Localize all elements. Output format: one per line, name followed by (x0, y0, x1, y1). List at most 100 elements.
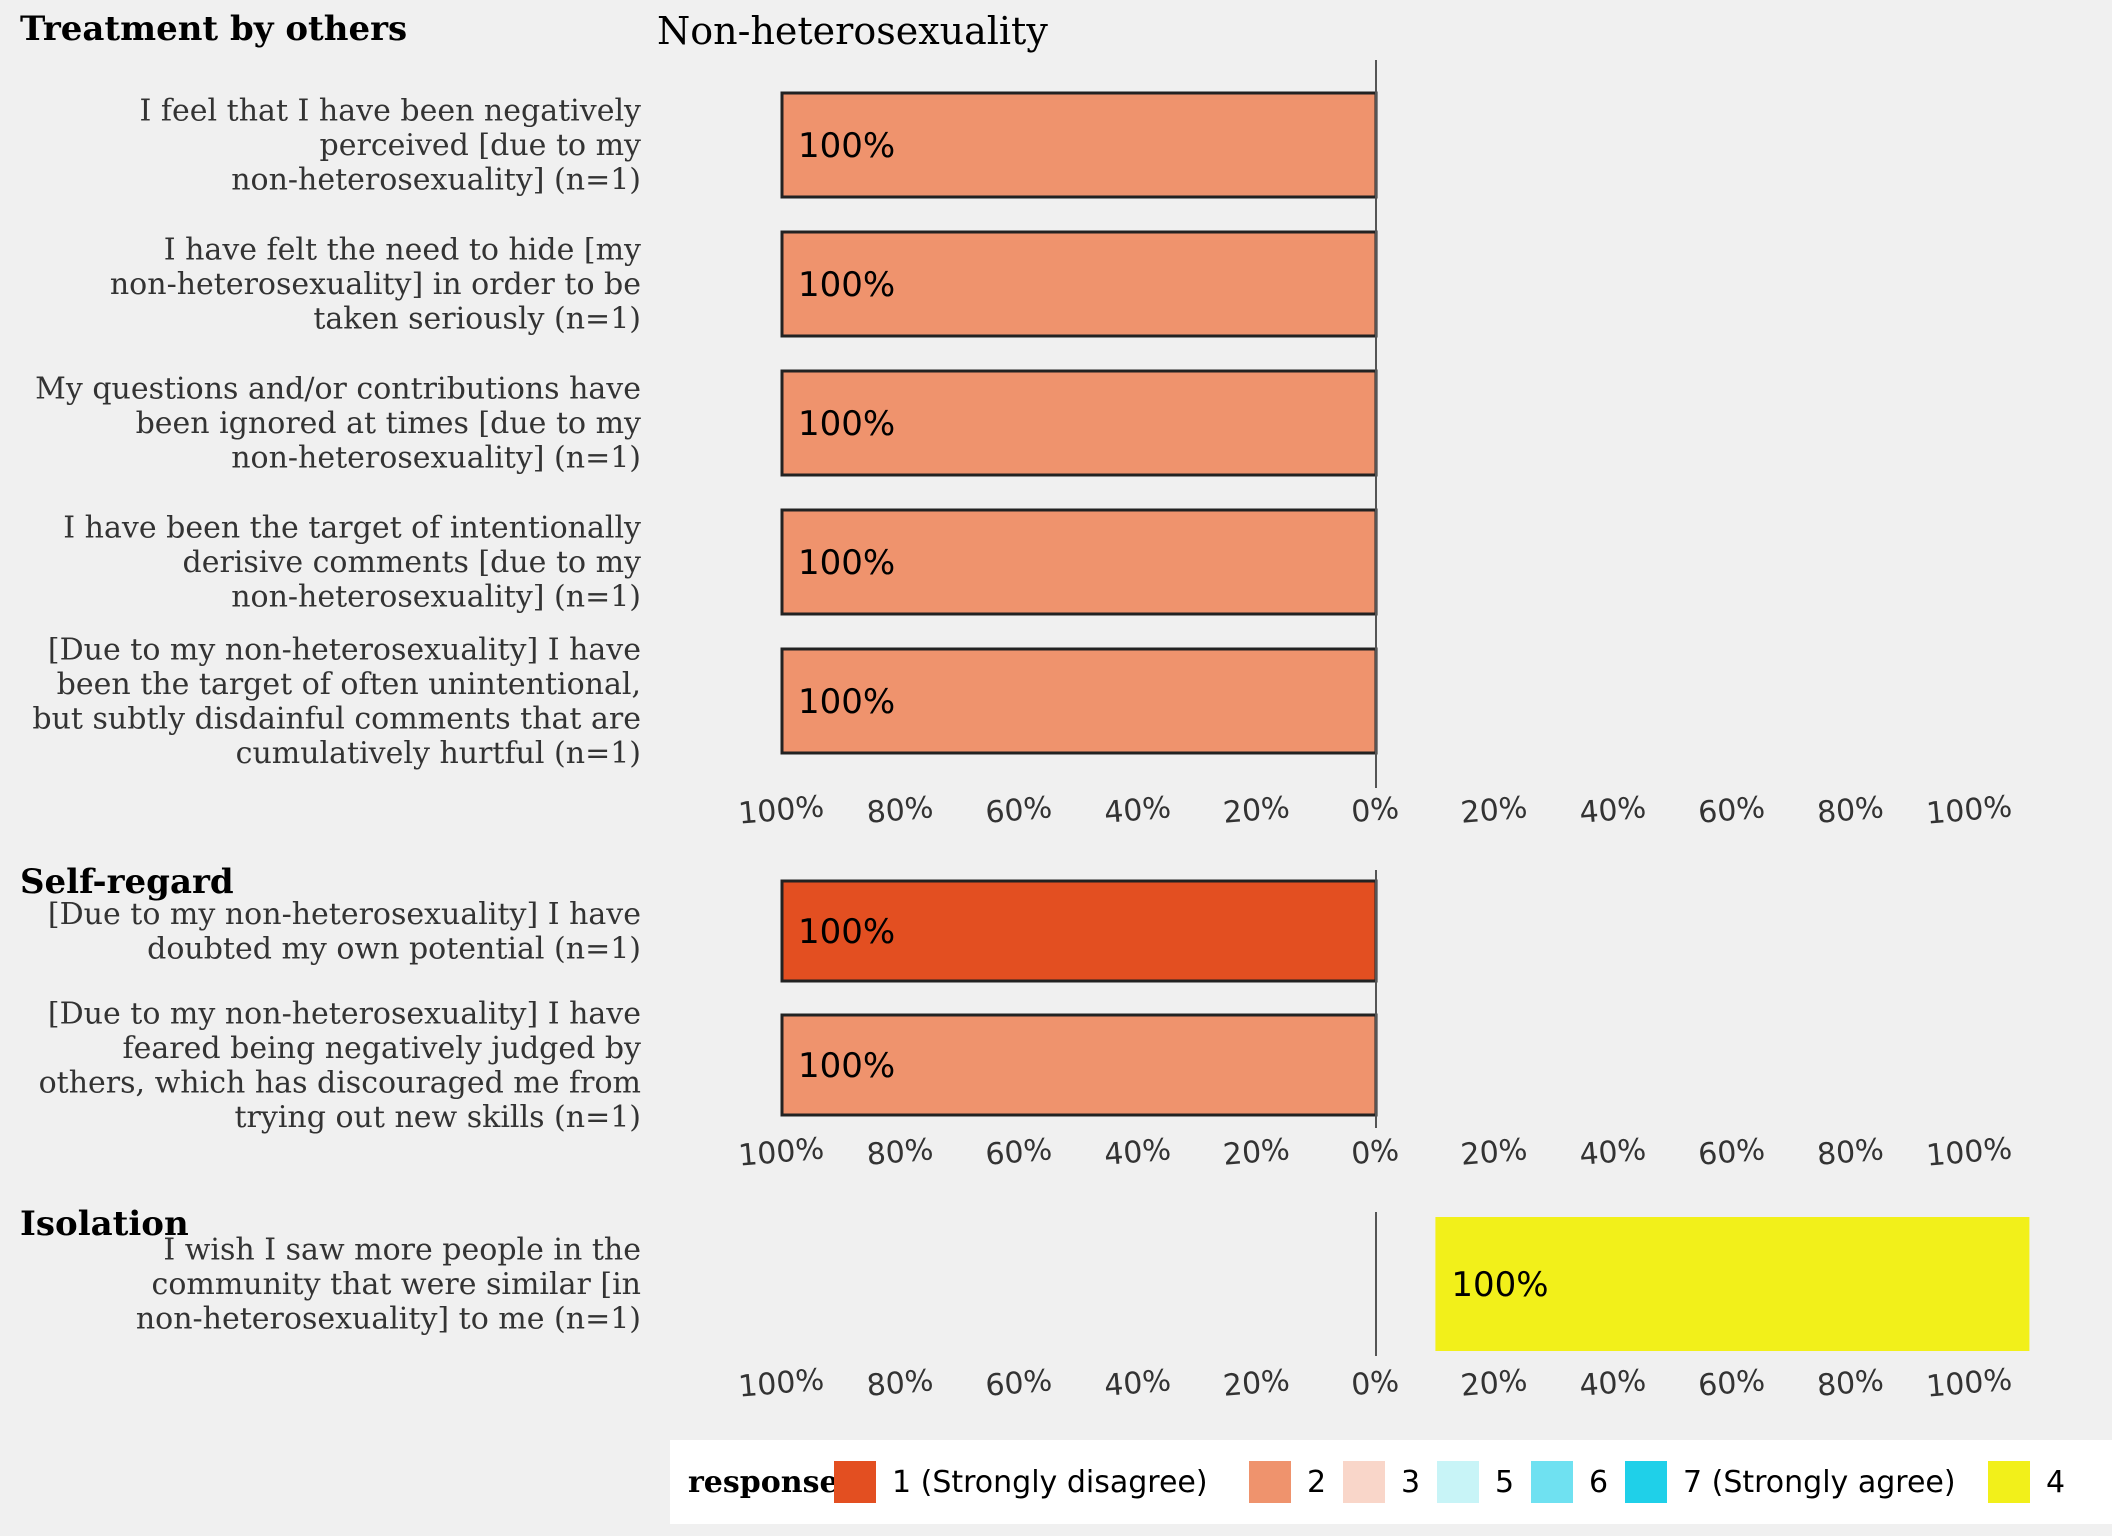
item-label-line: non-heterosexuality] (n=1) (231, 580, 641, 615)
tick-label: 0% (1350, 1364, 1400, 1403)
bar-value-label: 100% (1451, 1265, 1548, 1305)
panel-title: Treatment by others (20, 9, 407, 49)
legend-label: 1 (Strongly disagree) (892, 1465, 1208, 1500)
tick-label: 20% (1459, 790, 1528, 831)
item-label-line: I feel that I have been negatively (140, 94, 641, 129)
legend-box (670, 1440, 2112, 1524)
tick-label: 40% (1103, 790, 1172, 831)
legend: response 1 (Strongly disagree) 2 3 5 6 7 (Stro… (670, 1440, 2112, 1524)
bar-value-label: 100% (798, 543, 895, 583)
legend-key (1343, 1461, 1385, 1503)
item-label-line: I have felt the need to hide [my (164, 233, 641, 268)
legend-title: response (688, 1465, 839, 1500)
tick-label: 20% (1459, 1132, 1528, 1173)
item-label: I wish I saw more people in the community… (136, 1233, 641, 1337)
bar (1435, 1217, 2030, 1351)
legend-key (1988, 1461, 2030, 1503)
tick-label: 60% (1697, 1132, 1766, 1173)
item-label-line: non-heterosexuality] (n=1) (231, 163, 641, 198)
item-label-line: non-heterosexuality] to me (n=1) (136, 1302, 641, 1337)
bar (780, 879, 1378, 983)
legend-key (1249, 1461, 1291, 1503)
item-label-line: [Due to my non-heterosexuality] I have (48, 897, 641, 932)
panel-1: Self-regard 100% [Due to my non-heterosexu… (20, 862, 2013, 1174)
item-label: [Due to my non-heterosexuality] I have be… (32, 632, 641, 771)
tick-label: 60% (1697, 790, 1766, 831)
tick-label: 100% (737, 1362, 826, 1404)
panels: Treatment by others 100% I feel that I hav… (20, 9, 2030, 1405)
tick-label: 100% (737, 1131, 826, 1173)
tick-label: 80% (865, 1132, 934, 1173)
item-label-line: I have been the target of intentionally (63, 511, 641, 546)
item-label-line: I wish I saw more people in the (163, 1233, 641, 1268)
legend-label: 5 (1495, 1465, 1514, 1500)
bar (780, 91, 1378, 199)
tick-label: 80% (865, 1363, 934, 1404)
tick-label: 60% (984, 1132, 1053, 1173)
item-label-line: been the target of often unintentional, (57, 667, 641, 702)
tick-label: 60% (984, 1363, 1053, 1404)
tick-label: 20% (1459, 1363, 1528, 1404)
tick-label: 40% (1578, 790, 1647, 831)
bar (780, 230, 1378, 338)
legend-label: 2 (1307, 1465, 1326, 1500)
bar-value-label: 100% (798, 265, 895, 305)
item-label-line: doubted my own potential (n=1) (147, 931, 641, 966)
item-label-line: but subtly disdainful comments that are (32, 701, 641, 736)
tick-label: 60% (984, 790, 1053, 831)
item-label-line: trying out new skills (n=1) (234, 1100, 641, 1135)
item-label-line: [Due to my non-heterosexuality] I have (48, 996, 641, 1031)
tick-label: 100% (737, 789, 826, 831)
panel-title: Self-regard (20, 862, 234, 902)
item-label: I have felt the need to hide [my non-hete… (110, 233, 641, 337)
item-label-line: others, which has discouraged me from (39, 1065, 641, 1100)
tick-label: 40% (1578, 1363, 1647, 1404)
item-label-line: feared being negatively judged by (123, 1031, 642, 1066)
legend-label: 7 (Strongly agree) (1683, 1465, 1956, 1500)
tick-label: 100% (1925, 1131, 2014, 1173)
bar-value-label: 100% (798, 682, 895, 722)
tick-label: 20% (1222, 1363, 1291, 1404)
legend-key (1625, 1461, 1667, 1503)
panel-0: Treatment by others 100% I feel that I hav… (20, 9, 2013, 832)
tick-label: 40% (1578, 1132, 1647, 1173)
tick-label: 0% (1350, 791, 1400, 830)
item-label: I feel that I have been negatively percei… (140, 94, 641, 198)
item-label: [Due to my non-heterosexuality] I have fe… (39, 996, 641, 1135)
item-label: [Due to my non-heterosexuality] I have do… (48, 897, 641, 967)
tick-label: 0% (1350, 1133, 1400, 1172)
bar-value-label: 100% (798, 126, 895, 166)
item-label-line: perceived [due to my (320, 128, 642, 163)
tick-label: 60% (1697, 1363, 1766, 1404)
item-label-line: cumulatively hurtful (n=1) (236, 736, 641, 771)
tick-label: 80% (1816, 1132, 1885, 1173)
tick-label: 100% (1925, 789, 2014, 831)
item-label: I have been the target of intentionally d… (63, 511, 641, 615)
tick-label: 80% (1816, 790, 1885, 831)
panel-2: Isolation 100% I wish I saw more people in… (20, 1204, 2030, 1405)
item-label-line: community that were similar [in (152, 1267, 641, 1302)
bar (780, 647, 1378, 755)
tick-label: 20% (1222, 1132, 1291, 1173)
item-label-line: taken seriously (n=1) (313, 302, 641, 337)
bar-value-label: 100% (798, 912, 895, 952)
item-label-line: My questions and/or contributions have (35, 372, 641, 407)
item-label: My questions and/or contributions have be… (35, 372, 641, 476)
legend-label: 3 (1401, 1465, 1420, 1500)
bar-value-label: 100% (798, 1046, 895, 1086)
tick-label: 40% (1103, 1363, 1172, 1404)
legend-key (834, 1461, 876, 1503)
tick-label: 40% (1103, 1132, 1172, 1173)
chart-title: Non-heterosexuality (657, 9, 1048, 53)
legend-label: 6 (1589, 1465, 1608, 1500)
legend-key (1437, 1461, 1479, 1503)
bar-value-label: 100% (798, 404, 895, 444)
panel-title: Isolation (20, 1204, 189, 1244)
item-label-line: been ignored at times [due to my (136, 406, 641, 441)
tick-label: 80% (865, 790, 934, 831)
legend-key (1531, 1461, 1573, 1503)
item-label-line: [Due to my non-heterosexuality] I have (48, 632, 641, 667)
bar (780, 369, 1378, 477)
tick-label: 20% (1222, 790, 1291, 831)
